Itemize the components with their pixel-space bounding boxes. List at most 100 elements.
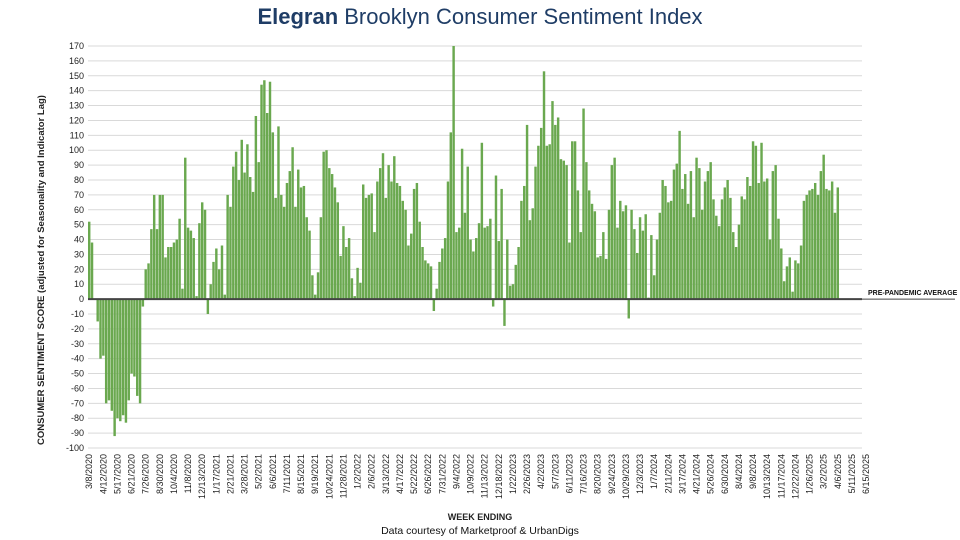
bar: [452, 46, 455, 300]
bar: [780, 248, 783, 300]
bar: [669, 200, 673, 300]
bar: [412, 188, 416, 300]
bar: [630, 209, 633, 300]
bar: [127, 299, 130, 401]
bar: [189, 230, 193, 300]
y-tick-label: 140: [69, 86, 84, 96]
bar: [726, 180, 729, 300]
y-tick-label: -50: [71, 369, 84, 379]
bar: [322, 151, 325, 300]
x-tick-label: 12/13/2020: [197, 454, 207, 499]
bar: [240, 139, 243, 300]
bar: [602, 232, 605, 300]
x-tick-label: 5/22/2022: [409, 454, 419, 494]
bar: [181, 288, 184, 300]
bar: [723, 187, 727, 300]
bar: [328, 168, 331, 300]
bar: [508, 285, 512, 300]
x-tick-label: 3/8/2020: [84, 454, 94, 489]
bar: [825, 188, 828, 300]
bar: [678, 130, 681, 300]
y-tick-label: 110: [70, 130, 84, 140]
x-tick-label: 6/15/2025: [861, 454, 871, 494]
bar: [751, 141, 755, 300]
bar: [418, 221, 421, 300]
bar: [621, 211, 625, 300]
x-tick-label: 6/30/2024: [720, 454, 730, 494]
bar: [760, 142, 763, 300]
bar: [520, 200, 523, 300]
bar: [757, 182, 760, 300]
bar: [797, 263, 800, 300]
bar: [469, 239, 472, 300]
bar: [150, 229, 153, 300]
bar: [313, 294, 317, 300]
bar: [715, 215, 718, 300]
bar: [587, 190, 591, 300]
bar: [316, 272, 320, 300]
bar: [265, 113, 269, 300]
bar: [401, 200, 404, 300]
bar: [573, 141, 577, 300]
bar: [268, 81, 272, 300]
bar: [571, 141, 574, 300]
bar: [616, 227, 619, 300]
bar: [763, 181, 766, 300]
bar: [124, 299, 128, 423]
bar: [215, 248, 218, 300]
bar: [410, 233, 413, 300]
bar: [537, 145, 540, 300]
bar: [833, 212, 837, 300]
bar: [435, 288, 438, 300]
bar: [695, 157, 698, 300]
x-tick-label: 10/24/2021: [324, 454, 334, 499]
bar: [477, 223, 481, 300]
bar: [554, 124, 557, 300]
bar: [644, 214, 647, 300]
bar: [503, 299, 506, 326]
bar: [664, 185, 667, 300]
bar: [393, 156, 396, 300]
source-note: Data courtesy of Marketproof & UrbanDigs: [381, 525, 579, 537]
y-tick-label: 160: [69, 56, 84, 66]
x-tick-label: 4/6/2025: [833, 454, 843, 489]
bar: [585, 162, 588, 300]
bar: [624, 205, 628, 300]
y-tick-label: -80: [71, 413, 84, 423]
bar: [774, 165, 777, 300]
bar: [732, 232, 735, 300]
bar: [661, 180, 664, 300]
bar: [364, 197, 368, 300]
bar: [599, 255, 602, 300]
bar: [717, 226, 721, 300]
bar: [709, 162, 712, 300]
bar: [740, 196, 743, 300]
x-axis-label: WEEK ENDING: [447, 512, 513, 522]
x-tick-label: 12/22/2024: [790, 454, 800, 499]
bar: [652, 275, 656, 300]
bar: [229, 206, 232, 300]
x-tick-label: 6/6/2021: [268, 454, 278, 489]
x-tick-label: 8/15/2021: [296, 454, 306, 494]
bar: [491, 299, 495, 307]
x-axis-ticks: 3/8/2020 4/12/2020 5/17/2020 6/21/2020 7/26/…: [84, 454, 871, 499]
bar: [186, 227, 190, 300]
bar: [96, 299, 99, 322]
bar: [319, 217, 323, 300]
y-tick-label: 100: [69, 145, 84, 155]
y-tick-label: 60: [74, 205, 84, 215]
bar: [514, 264, 517, 300]
bar: [353, 296, 356, 300]
bar: [706, 171, 710, 300]
y-tick-label: -100: [66, 443, 84, 453]
bar: [387, 165, 390, 300]
bar: [596, 257, 599, 300]
bar: [466, 166, 469, 300]
x-tick-label: 6/21/2020: [127, 454, 137, 494]
bar: [390, 181, 393, 300]
bar: [169, 247, 173, 300]
bar: [822, 154, 825, 300]
bar: [220, 245, 224, 300]
bar: [209, 284, 212, 300]
bar: [568, 242, 571, 300]
